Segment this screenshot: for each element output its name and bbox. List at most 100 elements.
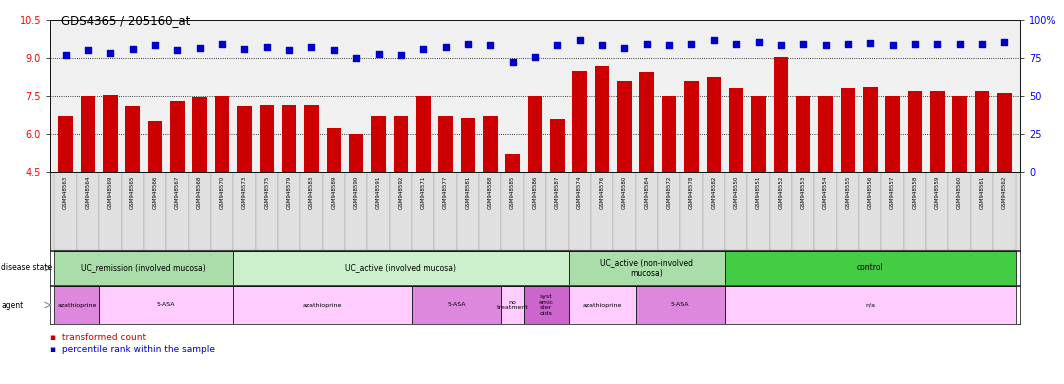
Text: GSM948577: GSM948577: [443, 176, 448, 209]
Bar: [505, 154, 520, 172]
Point: [795, 41, 812, 47]
Text: azathioprine: azathioprine: [57, 303, 97, 308]
Bar: [523, 286, 568, 324]
Bar: [725, 286, 1015, 324]
Point: [214, 41, 231, 47]
Bar: [327, 127, 342, 172]
Text: GSM948561: GSM948561: [980, 176, 984, 209]
Bar: [635, 286, 725, 324]
Bar: [367, 172, 389, 250]
Point: [907, 41, 924, 47]
Point: [571, 37, 588, 43]
Text: GSM948578: GSM948578: [689, 176, 694, 209]
Bar: [416, 96, 431, 172]
Bar: [233, 286, 412, 324]
Bar: [662, 96, 677, 172]
Bar: [952, 96, 967, 172]
Bar: [613, 172, 635, 250]
Bar: [881, 172, 903, 250]
Point: [772, 42, 789, 48]
Text: GSM948584: GSM948584: [644, 176, 649, 209]
Bar: [233, 172, 255, 250]
Text: n/a: n/a: [865, 303, 876, 308]
Bar: [680, 172, 702, 250]
Text: azathioprine: azathioprine: [582, 303, 621, 308]
Bar: [591, 172, 613, 250]
Text: GSM948591: GSM948591: [376, 176, 381, 209]
Point: [326, 47, 343, 53]
Bar: [747, 172, 769, 250]
Text: agent: agent: [1, 301, 23, 310]
Bar: [322, 172, 345, 250]
Text: UC_active (involved mucosa): UC_active (involved mucosa): [346, 263, 456, 273]
Bar: [617, 81, 632, 172]
Bar: [993, 172, 1015, 250]
Text: GSM948585: GSM948585: [510, 176, 515, 209]
Point: [80, 47, 97, 53]
Point: [929, 41, 946, 47]
Bar: [412, 172, 434, 250]
Text: GSM948566: GSM948566: [152, 176, 157, 209]
Bar: [461, 118, 476, 172]
Text: GSM948553: GSM948553: [801, 176, 805, 209]
Bar: [166, 172, 188, 250]
Text: GSM948575: GSM948575: [264, 176, 269, 209]
Bar: [483, 116, 498, 172]
Point: [705, 37, 722, 43]
Text: syst
emic
ster
oids: syst emic ster oids: [538, 294, 553, 316]
Bar: [59, 116, 73, 172]
Text: 5-ASA: 5-ASA: [671, 303, 689, 308]
Bar: [479, 172, 501, 250]
Bar: [706, 77, 721, 172]
Point: [169, 47, 186, 53]
Text: GSM948573: GSM948573: [242, 176, 247, 209]
Bar: [170, 101, 185, 172]
Bar: [501, 286, 523, 324]
Point: [415, 46, 432, 52]
Point: [281, 47, 298, 53]
Bar: [572, 71, 587, 172]
Bar: [568, 172, 591, 250]
Bar: [54, 172, 77, 250]
Bar: [639, 72, 654, 172]
Text: GSM948560: GSM948560: [958, 176, 962, 209]
Text: GDS4365 / 205160_at: GDS4365 / 205160_at: [61, 14, 190, 27]
Bar: [926, 172, 948, 250]
Text: GSM948565: GSM948565: [130, 176, 135, 209]
Text: GSM948571: GSM948571: [420, 176, 426, 209]
Text: ▪  transformed count: ▪ transformed count: [50, 333, 146, 343]
Bar: [54, 251, 233, 285]
Bar: [568, 251, 725, 285]
Point: [348, 55, 365, 61]
Point: [862, 40, 879, 46]
Point: [951, 41, 968, 47]
Point: [192, 45, 209, 51]
Text: GSM948581: GSM948581: [465, 176, 470, 209]
Text: GSM948559: GSM948559: [935, 176, 940, 209]
Text: GSM948557: GSM948557: [891, 176, 895, 209]
Bar: [769, 172, 792, 250]
Bar: [908, 91, 922, 172]
Point: [750, 38, 767, 45]
Point: [683, 41, 700, 47]
Bar: [725, 172, 747, 250]
Text: GSM948552: GSM948552: [779, 176, 783, 209]
Bar: [725, 251, 1015, 285]
Point: [661, 42, 678, 48]
Text: GSM948592: GSM948592: [398, 176, 403, 209]
Text: ▪  percentile rank within the sample: ▪ percentile rank within the sample: [50, 346, 215, 354]
Text: disease state: disease state: [1, 263, 52, 273]
Bar: [568, 286, 635, 324]
Point: [616, 45, 633, 51]
Bar: [836, 172, 859, 250]
Bar: [121, 172, 144, 250]
Bar: [885, 96, 900, 172]
Point: [549, 42, 566, 48]
Point: [974, 41, 991, 47]
Text: 5-ASA: 5-ASA: [448, 303, 466, 308]
Point: [393, 52, 410, 58]
Bar: [260, 105, 275, 172]
Text: GSM948558: GSM948558: [913, 176, 917, 209]
Bar: [103, 95, 118, 172]
Bar: [345, 172, 367, 250]
